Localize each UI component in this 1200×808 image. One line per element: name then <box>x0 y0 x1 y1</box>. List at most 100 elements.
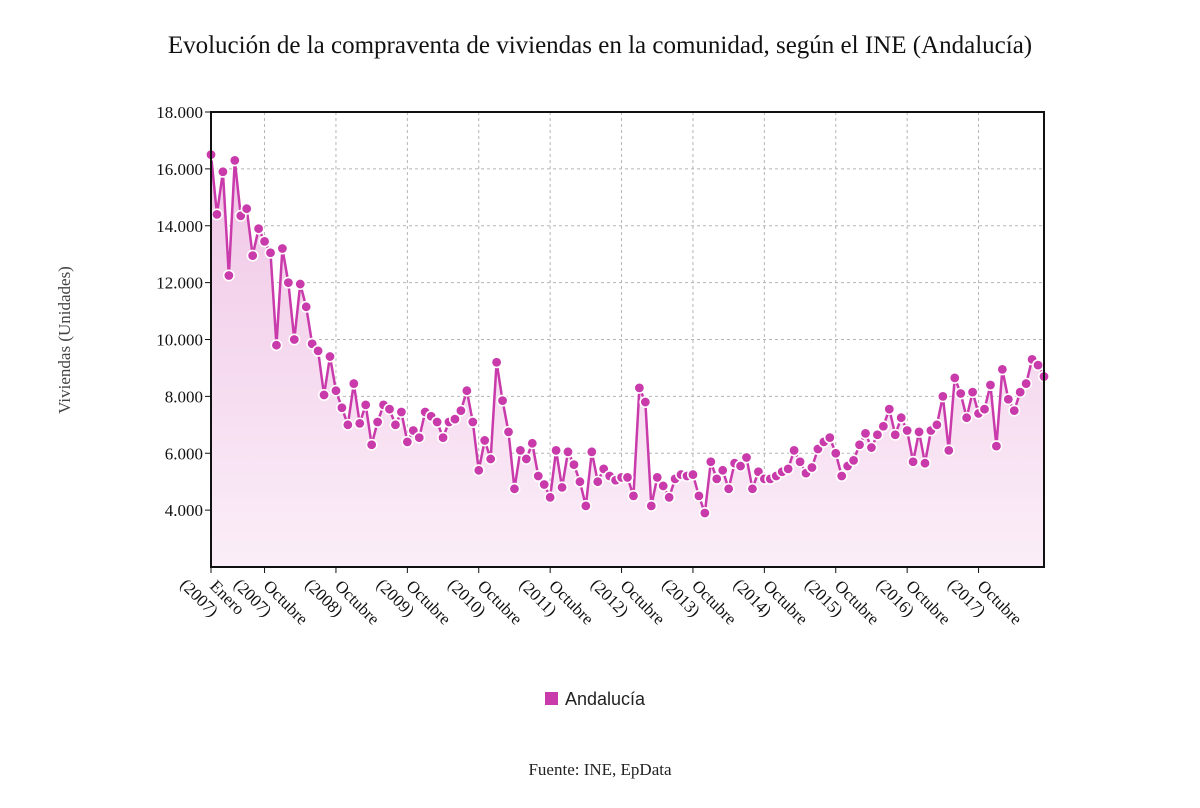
data-point[interactable] <box>627 489 640 502</box>
data-point[interactable] <box>591 475 604 488</box>
data-point[interactable] <box>514 444 527 457</box>
data-point[interactable] <box>270 339 283 352</box>
data-point[interactable] <box>561 445 574 458</box>
data-point[interactable] <box>437 431 450 444</box>
data-point[interactable] <box>692 489 705 502</box>
data-point[interactable] <box>347 377 360 390</box>
data-point[interactable] <box>948 371 961 384</box>
data-point[interactable] <box>871 428 884 441</box>
data-point[interactable] <box>1002 393 1015 406</box>
data-point[interactable] <box>829 447 842 460</box>
data-point[interactable] <box>323 350 336 363</box>
data-point[interactable] <box>246 249 259 262</box>
data-point[interactable] <box>734 460 747 473</box>
data-point[interactable] <box>252 222 265 235</box>
data-point[interactable] <box>526 437 539 450</box>
data-point[interactable] <box>389 418 402 431</box>
data-point[interactable] <box>550 444 563 457</box>
data-point[interactable] <box>573 475 586 488</box>
data-point[interactable] <box>645 499 658 512</box>
data-point[interactable] <box>288 333 301 346</box>
data-point[interactable] <box>585 445 598 458</box>
data-point[interactable] <box>472 464 485 477</box>
data-point[interactable] <box>282 276 295 289</box>
data-point[interactable] <box>401 435 414 448</box>
data-point[interactable] <box>942 444 955 457</box>
data-point[interactable] <box>448 413 461 426</box>
data-point[interactable] <box>996 363 1009 376</box>
data-point[interactable] <box>794 455 807 468</box>
data-point[interactable] <box>496 394 509 407</box>
data-point[interactable] <box>556 481 569 494</box>
data-point[interactable] <box>722 482 735 495</box>
data-point[interactable] <box>413 431 426 444</box>
data-point[interactable] <box>984 378 997 391</box>
data-point[interactable] <box>990 440 1003 453</box>
data-point[interactable] <box>835 469 848 482</box>
data-point[interactable] <box>710 472 723 485</box>
data-point[interactable] <box>639 396 652 409</box>
data-point[interactable] <box>508 482 521 495</box>
data-point[interactable] <box>782 462 795 475</box>
data-point[interactable] <box>210 208 223 221</box>
data-point[interactable] <box>633 381 646 394</box>
data-point[interactable] <box>930 418 943 431</box>
data-point[interactable] <box>490 356 503 369</box>
data-point[interactable] <box>216 165 229 178</box>
data-point[interactable] <box>395 406 408 419</box>
data-point[interactable] <box>478 434 491 447</box>
data-point[interactable] <box>966 386 979 399</box>
data-point[interactable] <box>538 478 551 491</box>
data-point[interactable] <box>918 457 931 470</box>
data-point[interactable] <box>1014 386 1027 399</box>
data-point[interactable] <box>318 388 331 401</box>
data-point[interactable] <box>883 403 896 416</box>
data-point[interactable] <box>335 401 348 414</box>
data-point[interactable] <box>258 235 271 248</box>
data-point[interactable] <box>805 461 818 474</box>
data-point[interactable] <box>663 491 676 504</box>
data-point[interactable] <box>865 441 878 454</box>
data-point[interactable] <box>312 344 325 357</box>
data-point[interactable] <box>651 471 664 484</box>
data-point[interactable] <box>365 438 378 451</box>
data-point[interactable] <box>877 420 890 433</box>
data-point[interactable] <box>686 468 699 481</box>
data-point[interactable] <box>460 384 473 397</box>
data-point[interactable] <box>300 300 313 313</box>
data-point[interactable] <box>353 417 366 430</box>
data-point[interactable] <box>341 418 354 431</box>
data-point[interactable] <box>520 452 533 465</box>
data-point[interactable] <box>895 411 908 424</box>
data-point[interactable] <box>913 425 926 438</box>
data-point[interactable] <box>698 506 711 519</box>
data-point[interactable] <box>502 425 515 438</box>
data-point[interactable] <box>532 469 545 482</box>
data-point[interactable] <box>544 491 557 504</box>
data-point[interactable] <box>567 458 580 471</box>
data-point[interactable] <box>579 499 592 512</box>
data-point[interactable] <box>788 444 801 457</box>
data-point[interactable] <box>240 202 253 215</box>
data-point[interactable] <box>454 404 467 417</box>
data-point[interactable] <box>466 415 479 428</box>
data-point[interactable] <box>484 452 497 465</box>
data-point[interactable] <box>853 438 866 451</box>
data-point[interactable] <box>359 398 372 411</box>
data-point[interactable] <box>264 246 277 259</box>
data-point[interactable] <box>960 411 973 424</box>
data-point[interactable] <box>954 387 967 400</box>
data-point[interactable] <box>1020 377 1033 390</box>
data-point[interactable] <box>907 455 920 468</box>
data-point[interactable] <box>859 427 872 440</box>
data-point[interactable] <box>746 482 759 495</box>
data-point[interactable] <box>889 428 902 441</box>
data-point[interactable] <box>383 403 396 416</box>
data-point[interactable] <box>621 471 634 484</box>
data-point[interactable] <box>823 431 836 444</box>
data-point[interactable] <box>901 424 914 437</box>
data-point[interactable] <box>847 454 860 467</box>
data-point[interactable] <box>431 415 444 428</box>
data-point[interactable] <box>1008 404 1021 417</box>
data-point[interactable] <box>276 242 289 255</box>
